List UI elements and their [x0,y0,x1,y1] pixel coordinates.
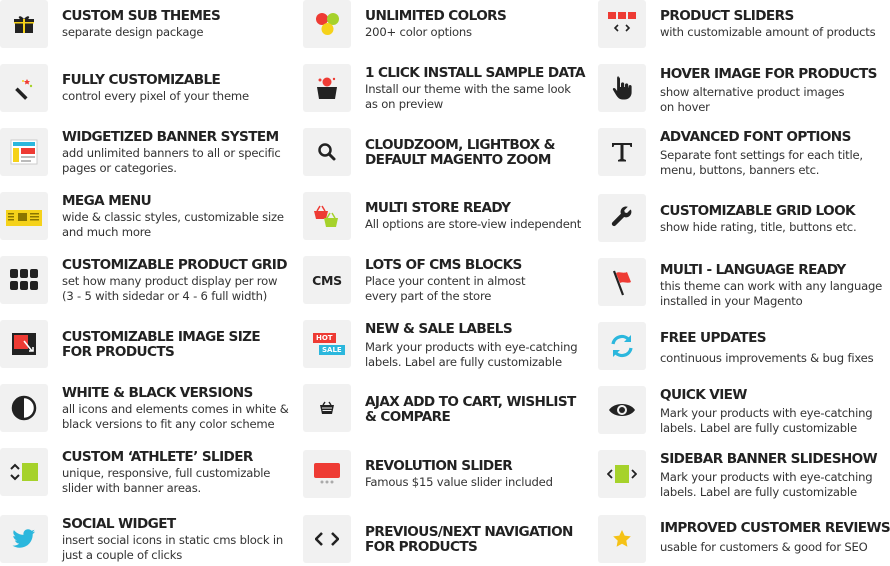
feature-desc: insert social icons in static cms block … [62,533,284,547]
feature-desc: Separate font settings for each title, [660,148,863,162]
feature-desc: labels. Label are fully customizable [365,354,562,369]
feature-desc: usable for customers & good for SEO [660,540,868,554]
feature-title: MEGA MENU [62,193,152,209]
cms-text-icon: CMS [303,256,351,304]
contrast-icon [0,384,48,432]
feature-desc: all icons and elements comes in white & [62,402,289,416]
feature-desc: slider with banner areas. [62,480,202,495]
feature-desc: installed in your Magento [660,293,803,308]
feature-desc: just a couple of clicks [62,547,183,562]
feature-desc: labels. Label are fully customizable [660,484,857,499]
feature-desc: black versions to fit any color scheme [62,416,275,431]
feature-desc: show alternative product images [660,85,845,99]
sale-label: SALE [319,345,345,355]
banner-layout-icon [0,128,48,176]
image-resize-icon [0,320,48,368]
feature-desc: Mark your products with eye-catching [660,406,873,420]
feature-title: ADVANCED FONT OPTIONS [660,129,851,145]
slider-arrows-icon [0,448,48,496]
feature-desc: Mark your products with eye-catching [365,340,578,354]
feature-title: NEW & SALE LABELS [365,321,513,337]
hot-label: HOT [313,333,336,343]
sidebar-slideshow-icon [598,450,646,498]
feature-desc: show hide rating, title, buttons etc. [660,220,857,234]
multi-store-baskets-icon [303,192,351,240]
star-icon [598,515,646,563]
feature-title: CUSTOMIZABLE IMAGE SIZE [62,329,261,345]
feature-desc: as on preview [365,96,444,111]
feature-title: UNLIMITED COLORS [365,8,507,24]
feature-title: CUSTOMIZABLE GRID LOOK [660,203,856,219]
feature-title: AJAX ADD TO CART, WISHLIST [365,394,576,410]
mega-menu-icon [0,192,48,240]
hot-sale-labels-icon: HOT SALE [303,320,351,368]
feature-title: PREVIOUS/NEXT NAVIGATION [365,524,573,540]
feature-title: REVOLUTION SLIDER [365,458,513,474]
revolution-slider-icon [303,450,351,498]
feature-title: WHITE & BLACK VERSIONS [62,385,253,401]
sample-data-icon [303,64,351,112]
hand-pointer-icon [598,64,646,112]
refresh-arrows-icon [598,322,646,370]
feature-desc: unique, responsive, full customizable [62,466,271,480]
feature-desc: separate design package [62,25,204,39]
feature-desc: continuous improvements & bug fixes [660,351,874,365]
feature-title-line2: FOR PRODUCTS [365,539,478,555]
feature-title: MULTI STORE READY [365,200,511,216]
flag-icon [598,258,646,306]
feature-desc: every part of the store [365,288,492,303]
feature-desc: All options are store-view independent [365,217,582,231]
feature-desc: pages or categories. [62,160,177,175]
product-grid-icon [0,256,48,304]
feature-desc: on hover [660,99,710,114]
feature-desc: Install our theme with the same look [365,82,571,96]
feature-desc: control every pixel of your theme [62,89,249,103]
feature-title: CUSTOM SUB THEMES [62,8,221,24]
feature-title-line2: & COMPARE [365,409,451,425]
eye-icon [598,386,646,434]
search-zoom-icon [303,128,351,176]
feature-title: CUSTOM ‘ATHLETE’ SLIDER [62,449,253,465]
feature-desc: set how many product display per row [62,274,278,288]
feature-title: CUSTOMIZABLE PRODUCT GRID [62,257,288,273]
feature-title-line2: FOR PRODUCTS [62,344,175,360]
color-dots-icon [303,0,351,48]
feature-title: WIDGETIZED BANNER SYSTEM [62,129,279,145]
feature-desc: (3 - 5 with sidedar or 4 - 6 full width) [62,288,268,303]
feature-desc: and much more [62,224,151,239]
code-brackets-icon [303,515,351,563]
gift-icon [0,0,48,48]
feature-title: IMPROVED CUSTOMER REVIEWS [660,520,890,536]
feature-desc: Place your content in almost [365,274,526,288]
feature-title-line2: DEFAULT MAGENTO ZOOM [365,152,551,168]
feature-desc: add unlimited banners to all or specific [62,146,281,160]
product-slider-icon [598,0,646,48]
magic-wand-icon [0,64,48,112]
font-t-icon [598,128,646,176]
basket-icon [303,384,351,432]
feature-title: CLOUDZOOM, LIGHTBOX & [365,137,555,153]
feature-title: FULLY CUSTOMIZABLE [62,72,221,88]
feature-desc: Mark your products with eye-catching [660,470,873,484]
feature-title: PRODUCT SLIDERS [660,8,794,24]
feature-title: SIDEBAR BANNER SLIDESHOW [660,451,878,467]
feature-title: 1 CLICK INSTALL SAMPLE DATA [365,65,586,81]
feature-title: HOVER IMAGE FOR PRODUCTS [660,66,877,82]
feature-title: MULTI - LANGUAGE READY [660,262,846,278]
feature-desc: menu, buttons, banners etc. [660,162,820,177]
cms-icon-label: CMS [312,272,342,288]
feature-desc: wide & classic styles, customizable size [62,210,284,224]
feature-title: LOTS OF CMS BLOCKS [365,257,522,273]
twitter-bird-icon [0,515,48,563]
feature-desc: 200+ color options [365,25,472,39]
feature-desc: labels. Label are fully customizable [660,420,857,435]
feature-desc: with customizable amount of products [660,25,876,39]
feature-desc: this theme can work with any language [660,279,883,293]
wrench-icon [598,194,646,242]
feature-title: FREE UPDATES [660,330,767,346]
feature-title: SOCIAL WIDGET [62,516,176,532]
feature-title: QUICK VIEW [660,387,747,403]
feature-desc: Famous $15 value slider included [365,475,553,489]
